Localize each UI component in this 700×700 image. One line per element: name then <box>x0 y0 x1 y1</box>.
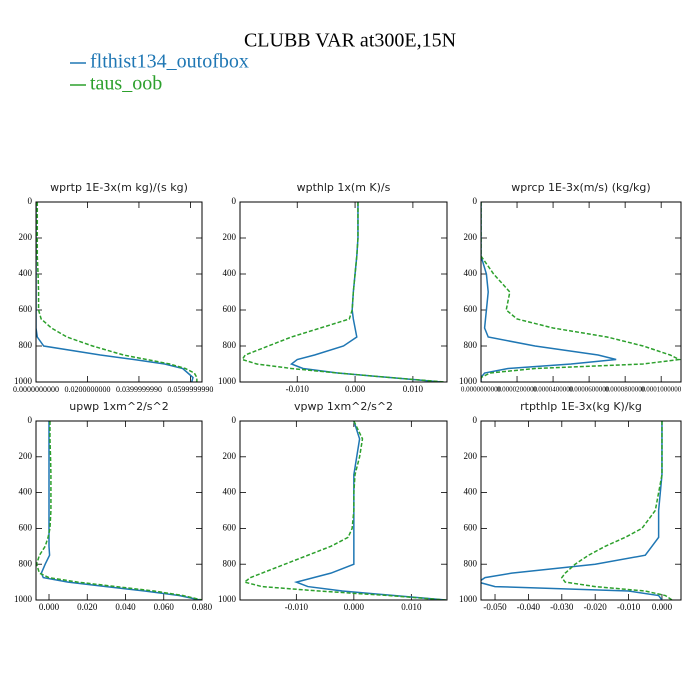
panel: wpthlp 1x(m K)/s 0 200 400 600 800 1000 -0.010 0… <box>218 181 448 394</box>
panel-title: wprcp 1E-3x(m/s) (kg/kg) <box>511 181 650 194</box>
x-tick-label: 0.000 <box>652 602 673 612</box>
y-tick-label: 1000 <box>14 376 33 386</box>
x-tick-label: -0.010 <box>617 602 641 612</box>
y-tick-label: 1000 <box>14 594 33 604</box>
y-tick-label: 600 <box>19 304 33 314</box>
legend-label: taus_oob <box>90 73 162 95</box>
x-tick-label: 0.000 <box>345 384 366 394</box>
x-tick-label: 0.0200000000 <box>64 385 110 394</box>
y-tick-label: 800 <box>464 558 478 568</box>
panel-title: rtpthlp 1E-3x(kg K)/kg <box>520 400 642 413</box>
y-tick-label: 600 <box>223 304 237 314</box>
x-tick-label: -0.010 <box>286 384 310 394</box>
y-tick-label: 800 <box>464 340 478 350</box>
x-tick-label: 0.010 <box>403 384 424 394</box>
x-tick-label: 0.040 <box>115 602 136 612</box>
legend-label: flthist134_outofbox <box>90 51 249 73</box>
y-tick-label: 400 <box>223 487 237 497</box>
x-tick-label: 0.0599999990 <box>167 385 213 394</box>
y-tick-label: 400 <box>464 487 478 497</box>
profile-line <box>242 421 446 600</box>
x-tick-label: 0.0001000000 <box>641 386 682 394</box>
y-tick-label: 600 <box>464 304 478 314</box>
y-tick-label: 400 <box>19 487 33 497</box>
panel: rtpthlp 1E-3x(kg K)/kg02004006008001000-… <box>459 400 682 612</box>
x-tick-label: 0.020 <box>77 602 98 612</box>
figure-title: CLUBB VAR at300E,15N <box>244 30 456 52</box>
profile-line <box>36 202 194 382</box>
y-tick-label: 400 <box>464 268 478 278</box>
plot-frame <box>35 420 203 601</box>
profile-line <box>560 421 673 600</box>
x-tick-label: 0.0399999990 <box>116 385 162 394</box>
x-tick-label: -0.030 <box>550 602 574 612</box>
y-tick-label: 0 <box>28 196 33 206</box>
y-tick-label: 0 <box>232 415 237 425</box>
panel: wprtp 1E-3x(m kg)/(s kg) 0 200 400 600 800 100… <box>13 181 213 394</box>
x-tick-label: 0.0000000000 <box>461 386 502 394</box>
profile-line <box>481 202 617 382</box>
y-tick-label: 200 <box>19 451 33 461</box>
x-tick-label: 0.010 <box>401 602 422 612</box>
y-tick-label: 800 <box>223 340 237 350</box>
x-tick-label: 0.0000800000 <box>605 386 646 394</box>
panel-title: vpwp 1xm^2/s^2 <box>294 400 393 413</box>
x-tick-label: 0.000 <box>344 602 365 612</box>
x-tick-label: -0.020 <box>584 602 608 612</box>
y-tick-label: 400 <box>223 268 237 278</box>
y-tick-label: 200 <box>464 451 478 461</box>
panel: wprcp 1E-3x(m/s) (kg/kg) 0 200 400 600 800 100… <box>459 181 682 394</box>
y-tick-label: 800 <box>223 558 237 568</box>
y-tick-label: 600 <box>223 522 237 532</box>
y-tick-label: 600 <box>19 522 33 532</box>
y-tick-label: 1000 <box>459 594 478 604</box>
x-tick-label: -0.050 <box>483 602 507 612</box>
panel-title: upwp 1xm^2/s^2 <box>69 400 169 413</box>
y-tick-label: 200 <box>223 451 237 461</box>
profile-line <box>481 202 681 382</box>
y-tick-label: 1000 <box>459 376 478 386</box>
plot-frame <box>480 420 682 601</box>
y-tick-label: 1000 <box>218 376 237 386</box>
x-tick-label: -0.010 <box>285 602 309 612</box>
x-tick-label: -0.040 <box>517 602 541 612</box>
y-tick-label: 400 <box>19 268 33 278</box>
x-tick-label: 0.000 <box>39 602 60 612</box>
y-tick-label: 200 <box>223 232 237 242</box>
plot-frame <box>35 201 203 383</box>
panel-title: wprtp 1E-3x(m kg)/(s kg) <box>50 181 188 194</box>
y-tick-label: 0 <box>28 415 33 425</box>
y-tick-label: 200 <box>19 232 33 242</box>
profile-line <box>40 421 201 600</box>
profile-line <box>36 202 198 382</box>
panel: vpwp 1xm^2/s^2 0 200 400 600 800 1000 -0.010 0.0… <box>218 400 448 612</box>
y-tick-label: 200 <box>464 232 478 242</box>
y-tick-label: 0 <box>232 196 237 206</box>
y-tick-label: 600 <box>464 522 478 532</box>
x-tick-label: 0.0000600000 <box>569 386 610 394</box>
y-tick-label: 1000 <box>218 594 237 604</box>
x-tick-label: 0.0000000000 <box>13 385 59 394</box>
plot-frame <box>239 201 448 383</box>
x-tick-label: 0.0000200000 <box>497 386 538 394</box>
plot-frame <box>239 420 448 601</box>
profile-line <box>241 202 445 382</box>
profile-line <box>293 421 446 600</box>
y-tick-label: 800 <box>19 558 33 568</box>
plot-frame <box>480 201 682 383</box>
x-tick-label: 0.060 <box>154 602 175 612</box>
y-tick-label: 0 <box>473 196 478 206</box>
y-tick-label: 0 <box>473 415 478 425</box>
x-tick-label: 0.080 <box>192 602 213 612</box>
profile-line <box>36 421 202 600</box>
x-tick-label: 0.0000400000 <box>533 386 574 394</box>
panel: upwp 1xm^2/s^2 0 200 400 600 800 1000 0.000 0.02… <box>14 400 213 612</box>
panel-title: wpthlp 1x(m K)/s <box>297 181 391 194</box>
y-tick-label: 800 <box>19 340 33 350</box>
